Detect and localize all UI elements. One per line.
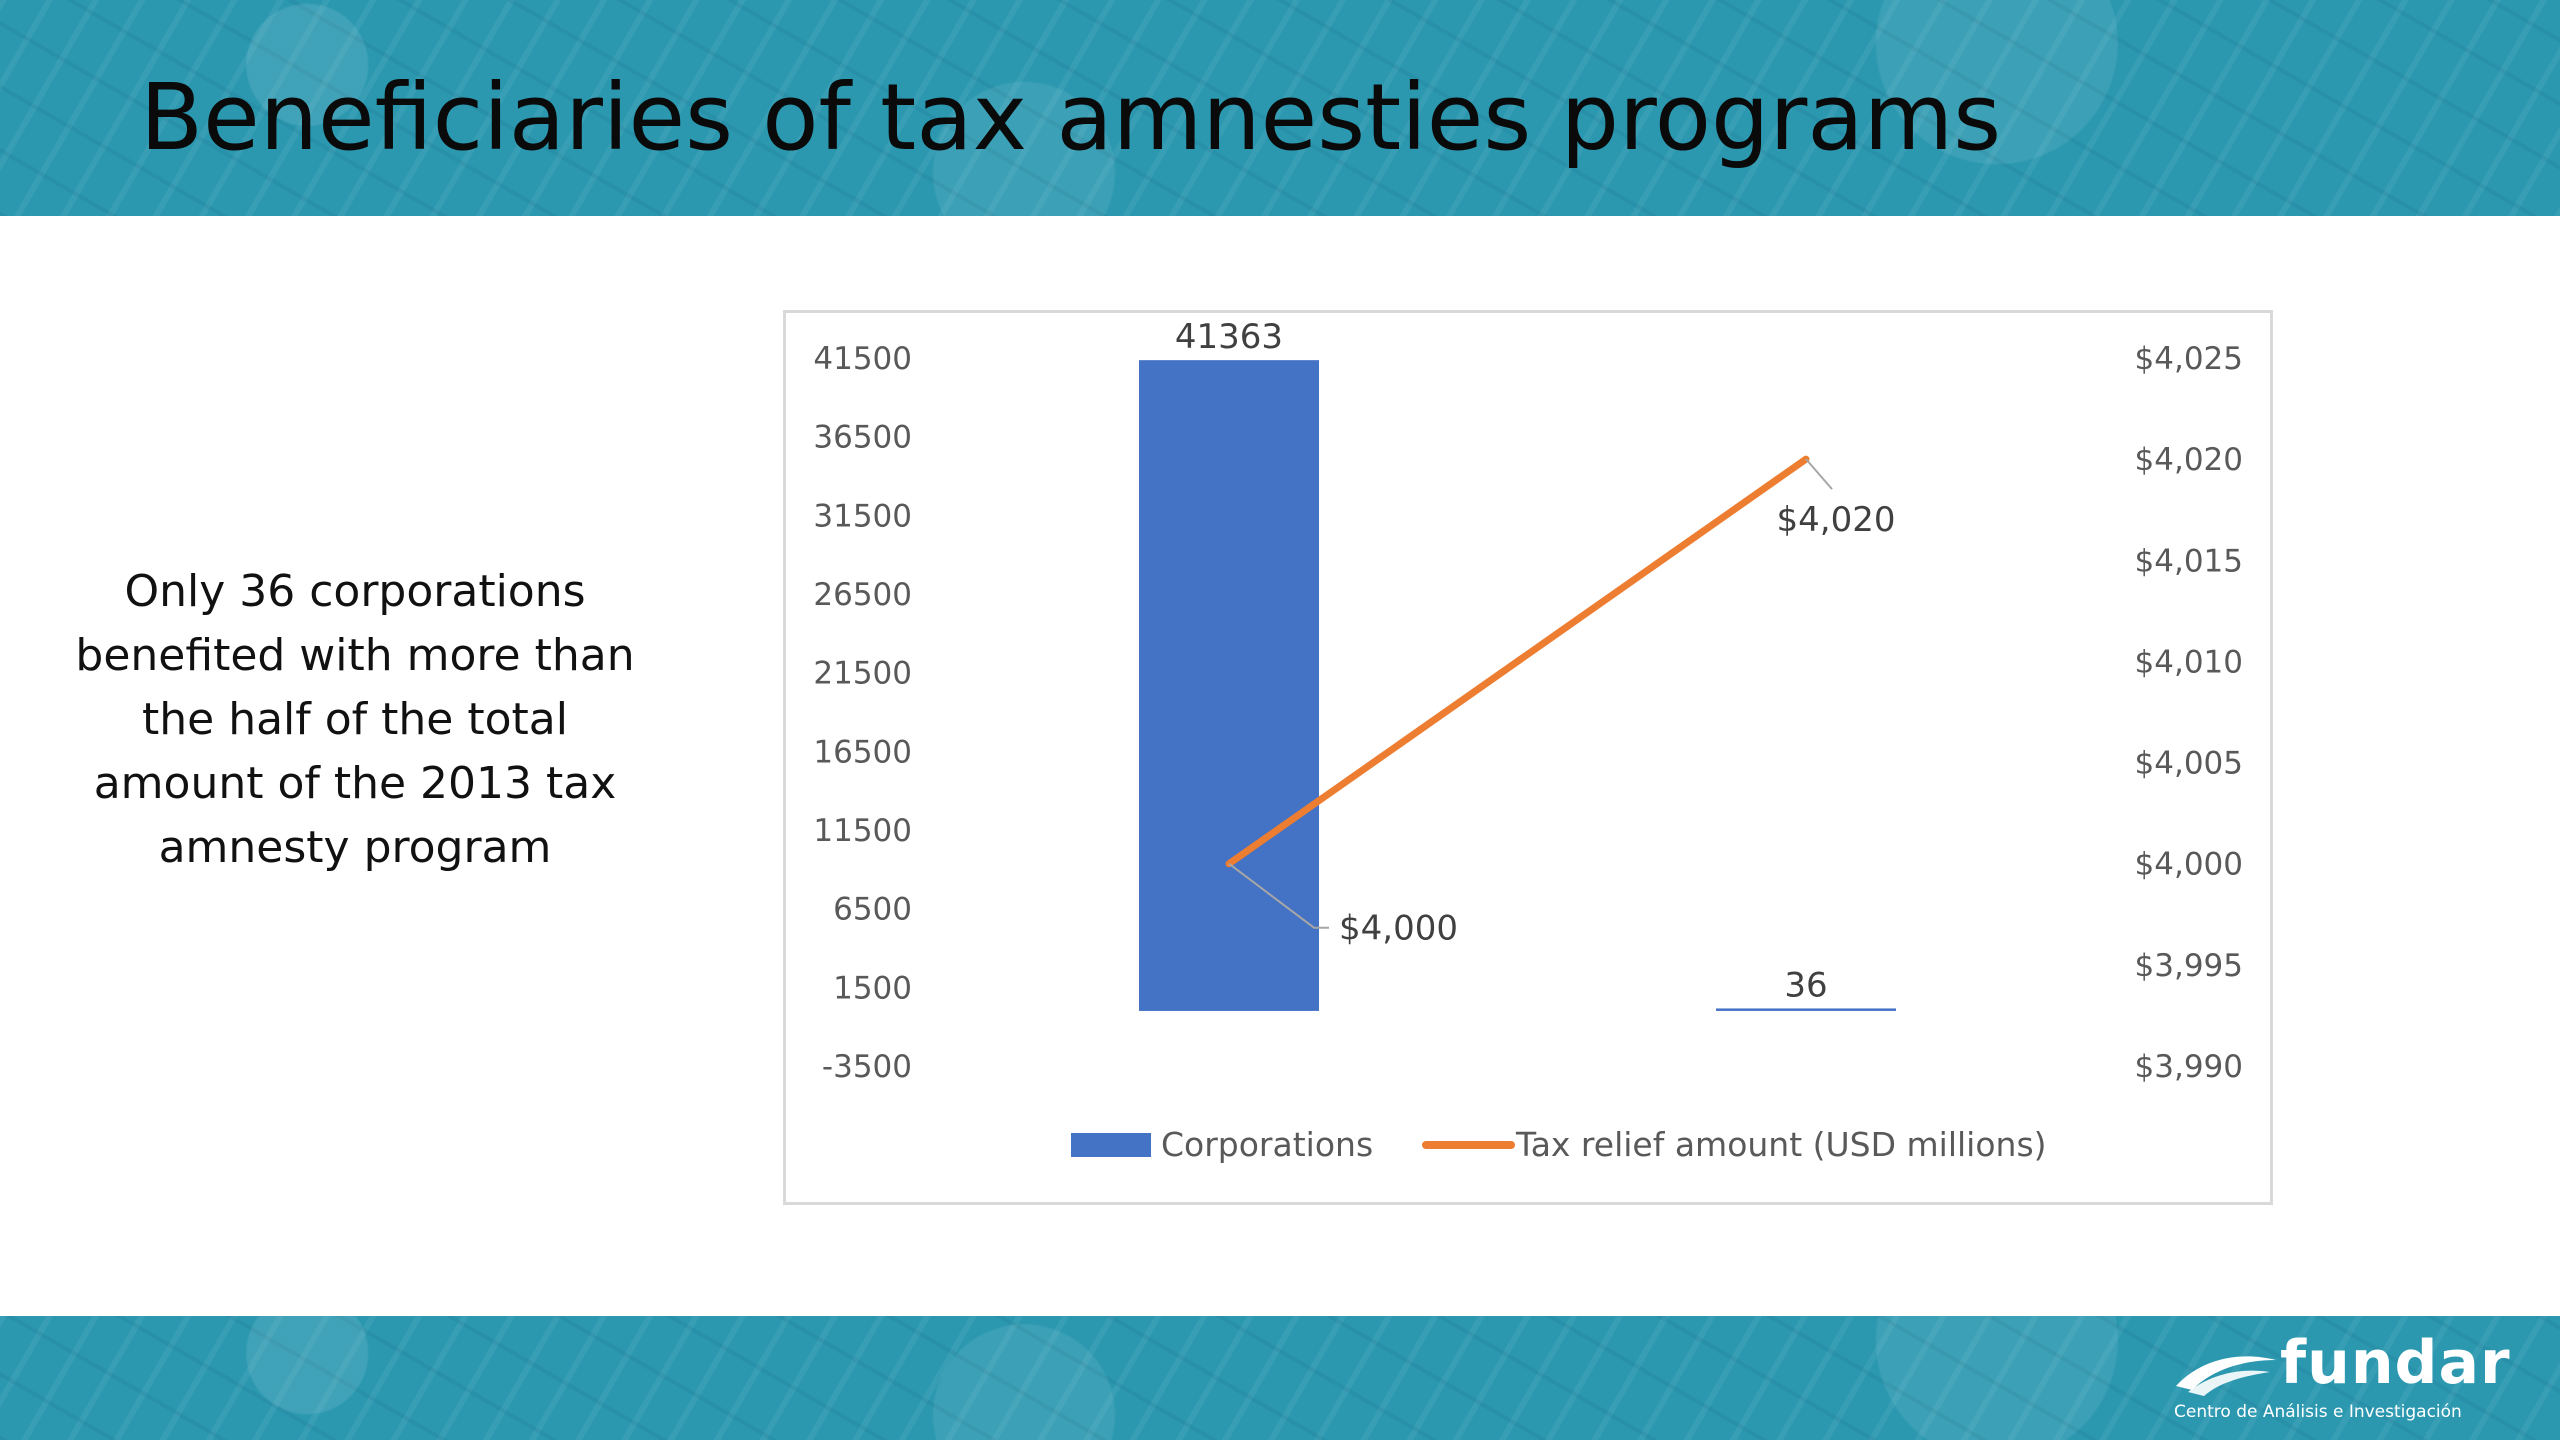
legend-label-tax-relief: Tax relief amount (USD millions) <box>1515 1125 2047 1164</box>
right-axis-tick-3: $4,010 <box>2135 644 2243 680</box>
right-axis-tick-6: $3,995 <box>2135 948 2243 984</box>
bar-data-label-0: 41363 <box>1175 317 1283 357</box>
side-text: Only 36 corporations benefited with more… <box>75 566 635 873</box>
fundar-wave-icon <box>2176 1356 2276 1396</box>
logo-wordmark: fundar <box>2280 1328 2511 1398</box>
left-axis-tick-3: 26500 <box>813 577 912 613</box>
logo-subtitle: Centro de Análisis e Investigación <box>2174 1402 2462 1422</box>
left-axis-tick-6: 11500 <box>813 813 912 849</box>
combo-chart: 41500 36500 31500 26500 21500 16500 11500 6500 1… <box>813 317 2243 1164</box>
right-axis-tick-7: $3,990 <box>2135 1049 2243 1085</box>
left-axis-tick-0: 41500 <box>813 341 912 377</box>
leader-line-0 <box>1228 862 1329 929</box>
bar-corporations-1 <box>1716 1008 1896 1011</box>
header-band <box>0 0 2560 216</box>
right-axis-tick-2: $4,015 <box>2135 543 2243 579</box>
slide-title: Beneficiaries of tax amnesties programs <box>140 64 2002 171</box>
leader-line-1 <box>1805 458 1833 490</box>
left-axis-tick-2: 31500 <box>813 498 912 534</box>
legend-label-corporations: Corporations <box>1161 1125 1373 1164</box>
left-axis-tick-7: 6500 <box>833 892 912 928</box>
right-axis-tick-5: $4,000 <box>2135 847 2243 883</box>
bar-data-label-1: 36 <box>1784 965 1827 1005</box>
right-axis-tick-4: $4,005 <box>2135 746 2243 782</box>
legend-swatch-corporations <box>1071 1133 1151 1157</box>
left-axis-tick-9: -3500 <box>822 1049 912 1085</box>
line-data-label-0: $4,000 <box>1339 909 1458 949</box>
right-axis-tick-1: $4,020 <box>2135 442 2243 478</box>
left-axis-tick-1: 36500 <box>813 420 912 456</box>
chart-frame: 41500 36500 31500 26500 21500 16500 11500 6500 1… <box>783 310 2273 1205</box>
line-tax-relief <box>1225 455 1810 868</box>
line-data-label-1: $4,020 <box>1777 500 1896 540</box>
fundar-logo: fundar Centro de Análisis e Investigació… <box>2168 1328 2528 1428</box>
left-axis-tick-8: 1500 <box>833 970 912 1006</box>
left-axis-tick-4: 21500 <box>813 656 912 692</box>
left-axis-tick-5: 16500 <box>813 734 912 770</box>
bar-corporations-0 <box>1139 360 1319 1011</box>
footer-band <box>0 1316 2560 1440</box>
right-axis-tick-0: $4,025 <box>2135 341 2243 377</box>
